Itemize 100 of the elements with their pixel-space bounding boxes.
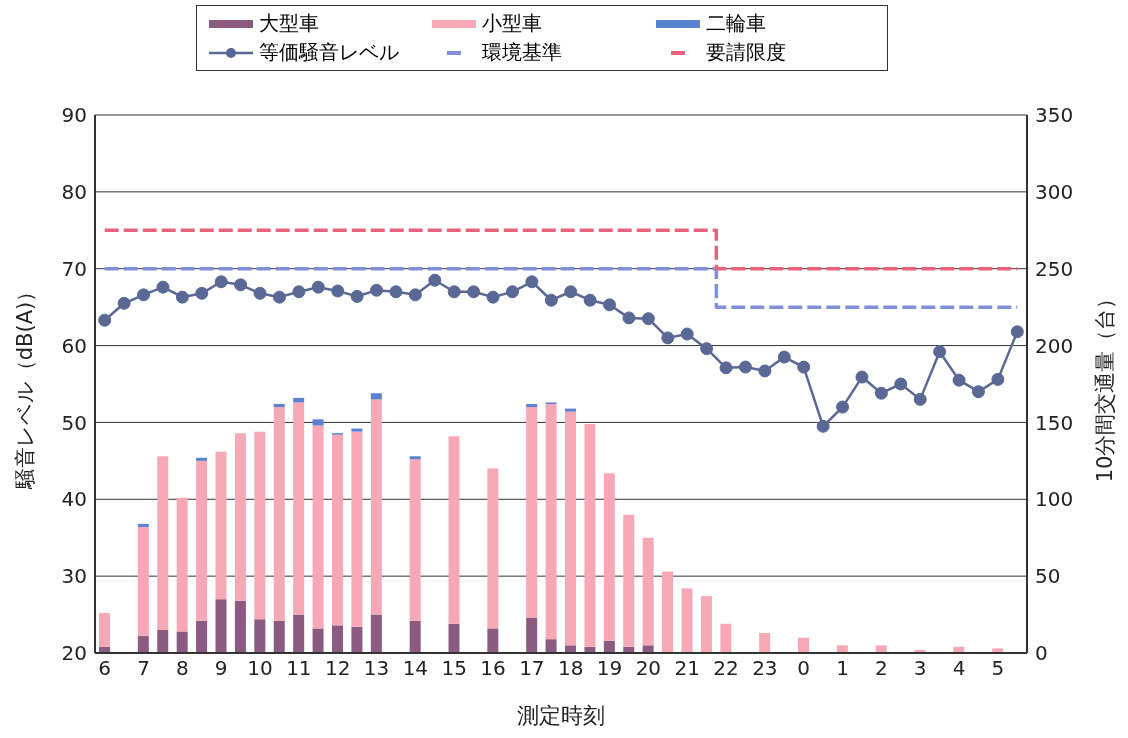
point xyxy=(350,289,364,303)
bar xyxy=(293,402,305,615)
bar xyxy=(662,571,674,653)
bar xyxy=(526,403,538,408)
bar xyxy=(234,433,246,601)
point xyxy=(836,400,850,414)
bar xyxy=(603,640,615,653)
point xyxy=(874,386,888,400)
bar xyxy=(565,411,576,646)
point xyxy=(738,360,752,374)
x-tick-label: 18 xyxy=(557,656,584,681)
point xyxy=(680,327,694,341)
point xyxy=(583,293,597,307)
point xyxy=(234,278,248,292)
bar xyxy=(409,456,421,460)
bar xyxy=(448,623,460,653)
legend-label: 大型車 xyxy=(259,10,319,37)
point xyxy=(991,372,1005,386)
point xyxy=(292,285,306,299)
bar xyxy=(137,523,149,527)
point xyxy=(253,286,267,300)
y-tick-label: 90 xyxy=(61,103,87,128)
x-tick-label: 14 xyxy=(402,656,429,681)
legend-label: 要請限度 xyxy=(705,39,786,66)
bar xyxy=(176,631,188,653)
y-tick-label: 80 xyxy=(61,179,87,204)
point xyxy=(195,286,209,300)
point xyxy=(719,361,733,375)
bar xyxy=(642,537,654,646)
legend-label: 小型車 xyxy=(482,10,543,37)
bar xyxy=(351,626,363,653)
bar xyxy=(273,620,285,653)
x-tick-label: 8 xyxy=(176,656,189,681)
point xyxy=(331,284,345,298)
point xyxy=(777,350,791,364)
x-tick-label: 3 xyxy=(913,656,927,681)
bar xyxy=(759,633,771,653)
bar xyxy=(234,600,246,653)
bar xyxy=(584,423,596,647)
bar xyxy=(370,399,382,615)
x-tick-label: 12 xyxy=(324,656,351,681)
bar xyxy=(526,617,538,653)
y2-tick-label: 250 xyxy=(1035,256,1074,281)
bar xyxy=(836,645,848,653)
y2-tick-label: 50 xyxy=(1035,564,1061,589)
x-tick-label: 4 xyxy=(952,656,966,681)
legend-label: 二輪車 xyxy=(705,10,766,37)
y2-tick-label: 100 xyxy=(1035,487,1074,512)
point xyxy=(408,288,422,302)
point xyxy=(816,419,830,433)
bar xyxy=(409,620,421,653)
point xyxy=(603,298,617,312)
bar xyxy=(312,425,324,629)
x-tick-label: 22 xyxy=(713,656,739,681)
y2-axis-title: 10分間交通量（台） xyxy=(1092,287,1118,483)
bar xyxy=(370,393,382,400)
bar xyxy=(681,588,693,653)
x-tick-label: 5 xyxy=(991,656,1005,681)
bar xyxy=(332,625,343,653)
bar xyxy=(254,619,266,653)
point xyxy=(971,385,985,399)
bar xyxy=(176,497,188,632)
point xyxy=(117,296,131,310)
bar xyxy=(157,629,169,653)
x-tick-label: 19 xyxy=(596,656,623,681)
point xyxy=(1010,325,1024,339)
bar xyxy=(875,645,887,653)
point xyxy=(797,360,811,374)
point xyxy=(370,283,384,297)
bar xyxy=(798,637,809,653)
bar xyxy=(409,459,421,621)
point xyxy=(525,275,539,289)
bar xyxy=(351,431,363,627)
point xyxy=(156,280,170,294)
point xyxy=(913,392,927,406)
bar xyxy=(312,628,324,653)
bar xyxy=(273,407,285,621)
point xyxy=(311,280,325,294)
bar xyxy=(293,614,305,653)
bar xyxy=(370,614,382,653)
bar xyxy=(137,636,149,653)
point xyxy=(137,288,151,302)
y2-tick-label: 200 xyxy=(1035,333,1074,358)
bar xyxy=(215,451,227,600)
y2-tick-label: 350 xyxy=(1035,103,1074,128)
point xyxy=(505,285,519,299)
y-tick-label: 50 xyxy=(61,410,87,435)
y-tick-label: 40 xyxy=(61,487,87,512)
bar xyxy=(565,408,576,412)
point xyxy=(486,290,500,304)
point xyxy=(641,312,655,326)
bar xyxy=(215,599,227,653)
bar xyxy=(526,407,538,618)
point xyxy=(952,373,966,387)
bar xyxy=(642,645,654,653)
point xyxy=(933,345,947,359)
x-tick-label: 23 xyxy=(752,656,778,681)
bar xyxy=(196,460,208,621)
x-tick-label: 1 xyxy=(836,656,849,681)
bar xyxy=(448,436,460,624)
